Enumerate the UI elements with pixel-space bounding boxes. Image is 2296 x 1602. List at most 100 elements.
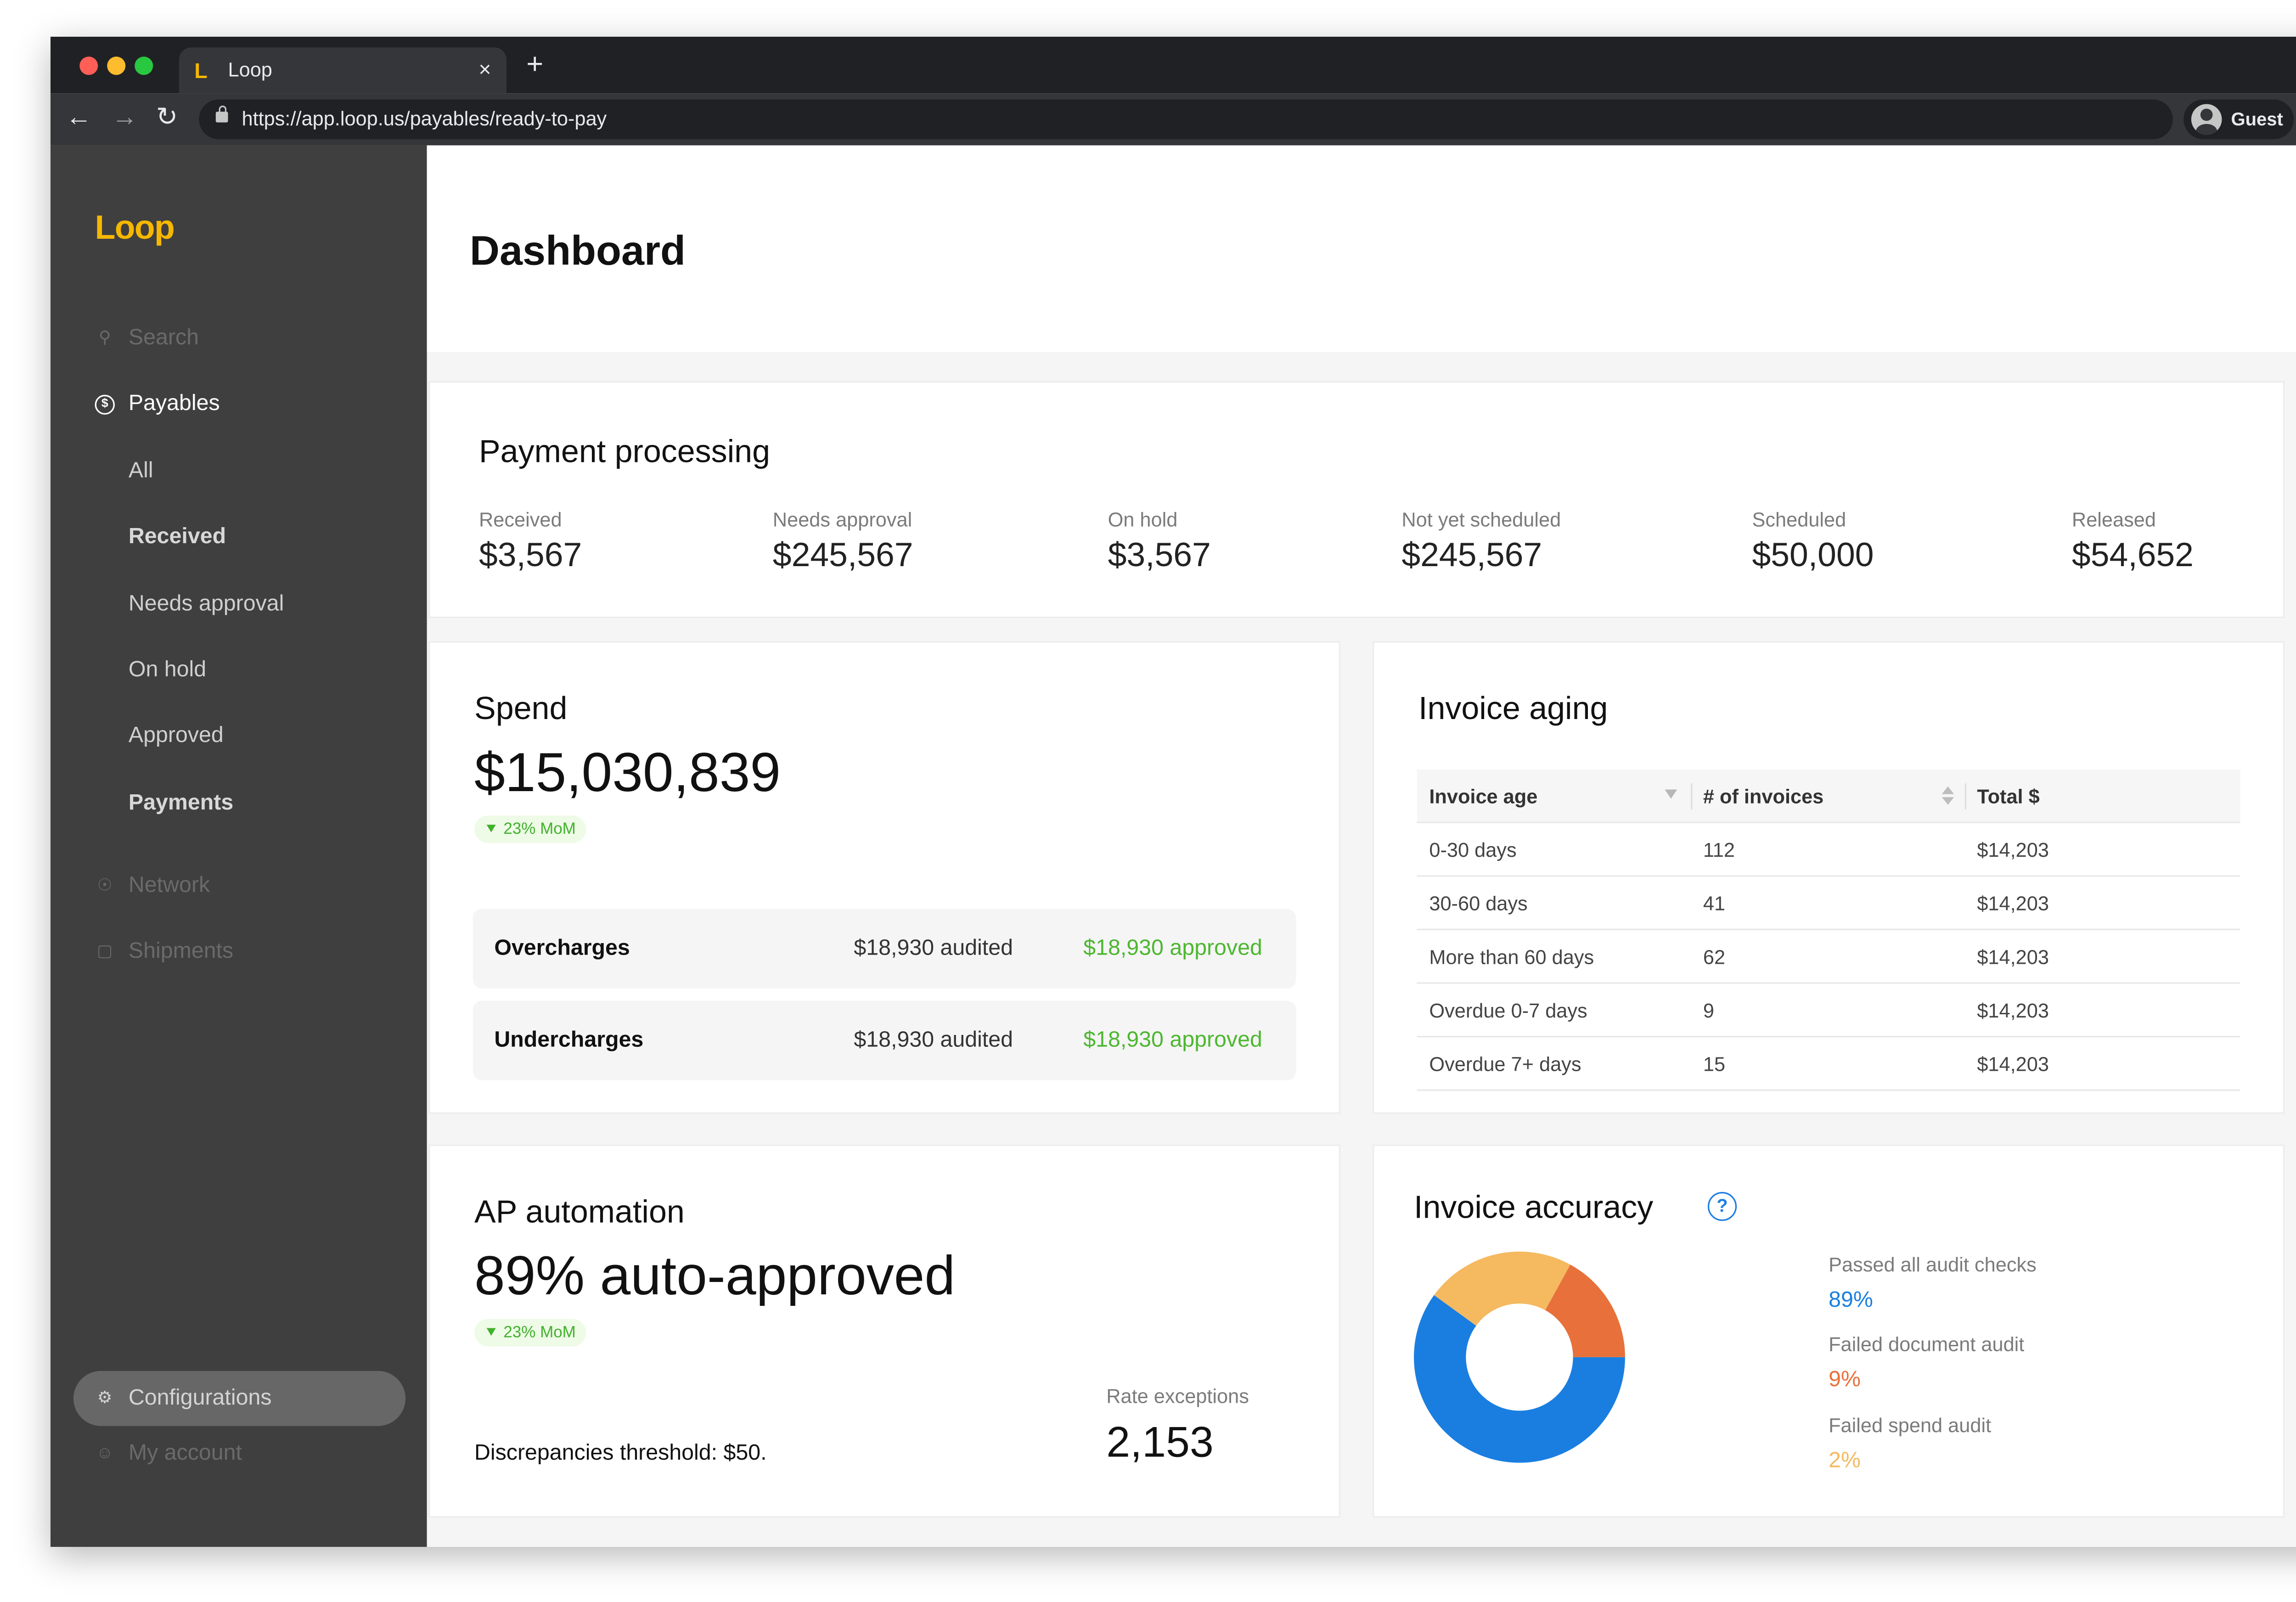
- window-close-button[interactable]: [79, 56, 98, 75]
- badge-label: 23% MoM: [503, 820, 576, 839]
- column-header-invoice-count[interactable]: # of invoices: [1703, 785, 1824, 808]
- card-title: Spend: [474, 691, 568, 727]
- sidebar-item-network[interactable]: ☉ Network: [95, 872, 210, 899]
- stat-value: $245,567: [772, 535, 913, 574]
- rate-exceptions-label: Rate exceptions: [1106, 1384, 1249, 1408]
- cell-invoice-age: More than 60 days: [1429, 945, 1594, 969]
- window-minimize-button[interactable]: [107, 56, 126, 75]
- card-title: Invoice accuracy: [1414, 1190, 1654, 1226]
- tab-title: Loop: [228, 58, 272, 81]
- stat-label: Released: [2071, 508, 2156, 531]
- stat-value: $54,652: [2071, 535, 2194, 574]
- rate-exceptions-value: 2,153: [1106, 1418, 1214, 1466]
- card-title: Invoice aging: [1418, 691, 1608, 727]
- column-header-total[interactable]: Total $: [1977, 785, 2040, 808]
- globe-icon: ☉: [97, 876, 113, 894]
- stat-label: On hold: [1108, 508, 1178, 531]
- legend-label: Failed spend audit: [1829, 1414, 1992, 1437]
- sidebar: Loop ⚲ Search $ Payables All Received Ne…: [50, 145, 427, 1547]
- sidebar-item-search[interactable]: ⚲ Search: [95, 324, 199, 352]
- avatar-icon: [2191, 104, 2222, 135]
- sidebar-item-on-hold[interactable]: On hold: [129, 657, 206, 684]
- user-icon: ☺: [96, 1444, 113, 1462]
- new-tab-button[interactable]: +: [526, 49, 544, 81]
- help-icon[interactable]: ?: [1707, 1192, 1737, 1221]
- cell-invoice-count: 15: [1703, 1052, 1726, 1076]
- cell-invoice-age: Overdue 0-7 days: [1429, 999, 1587, 1022]
- charge-name: Overcharges: [494, 936, 630, 961]
- table-header: Invoice age # of invoices Total $: [1417, 770, 2240, 823]
- search-icon: ⚲: [98, 328, 111, 347]
- spend-card: Spend $15,030,839 23% MoM Overcharges $1…: [428, 641, 1341, 1114]
- cell-invoice-age: 0-30 days: [1429, 838, 1517, 862]
- cell-invoice-count: 9: [1703, 999, 1714, 1022]
- sidebar-item-label: Received: [128, 524, 226, 550]
- overcharges-row[interactable]: Overcharges $18,930 audited $18,930 appr…: [473, 909, 1296, 989]
- charge-approved: $18,930 approved: [1083, 936, 1262, 961]
- loop-logo[interactable]: Loop: [95, 208, 175, 247]
- sidebar-item-label: Network: [128, 873, 210, 899]
- donut-slice-failed-document-audit: [1545, 1265, 1625, 1357]
- lock-icon[interactable]: [215, 105, 228, 123]
- sidebar-item-label: Shipments: [128, 939, 234, 964]
- sidebar-item-shipments[interactable]: ▢ Shipments: [95, 938, 234, 966]
- sidebar-item-label: Search: [128, 326, 199, 351]
- donut-slice-passed-all-audit-checks: [1414, 1295, 1625, 1463]
- table-row: 30-60 days 41 $14,203: [1417, 877, 2240, 931]
- charge-approved: $18,930 approved: [1083, 1028, 1262, 1053]
- payment-processing-card: Payment processing Received $3,567 Needs…: [428, 381, 2285, 618]
- stat-scheduled: Scheduled $50,000: [1752, 508, 1874, 577]
- stat-value: $3,567: [1108, 535, 1211, 574]
- column-header-invoice-age[interactable]: Invoice age: [1429, 785, 1538, 808]
- window-zoom-button[interactable]: [135, 56, 153, 75]
- undercharges-row[interactable]: Undercharges $18,930 audited $18,930 app…: [473, 1001, 1296, 1080]
- sidebar-item-label: Approved: [128, 724, 224, 748]
- back-button[interactable]: ←: [66, 102, 92, 132]
- sidebar-item-label: Payables: [128, 392, 220, 416]
- forward-button[interactable]: →: [112, 102, 138, 132]
- charge-audited: $18,930 audited: [854, 936, 1013, 961]
- cell-total: $14,203: [1977, 1052, 2049, 1076]
- configurations-row: ⚙ Configurations: [95, 1385, 272, 1412]
- legend-label: Passed all audit checks: [1829, 1253, 2037, 1276]
- filter-icon[interactable]: [1665, 789, 1677, 799]
- cell-invoice-age: 30-60 days: [1429, 892, 1528, 915]
- legend-value: 2%: [1829, 1449, 1861, 1474]
- sidebar-item-approved[interactable]: Approved: [129, 722, 224, 750]
- profile-button[interactable]: Guest: [2183, 99, 2294, 140]
- charge-audited: $18,930 audited: [854, 1028, 1013, 1053]
- sidebar-item-all[interactable]: All: [129, 457, 153, 485]
- cell-invoice-count: 62: [1703, 945, 1726, 969]
- sort-icon[interactable]: [1941, 786, 1954, 805]
- address-bar[interactable]: https://app.loop.us/payables/ready-to-pa…: [199, 99, 2173, 140]
- sidebar-item-label: On hold: [128, 658, 207, 683]
- dollar-icon: $: [95, 394, 115, 414]
- tab-close-icon[interactable]: ×: [478, 56, 491, 81]
- main-content: Dashboard Payment processing Received $3…: [427, 145, 2296, 1547]
- browser-tab-bar: L Loop × +: [50, 36, 2296, 94]
- cell-invoice-count: 41: [1703, 892, 1726, 915]
- sidebar-item-configurations[interactable]: ⚙ Configurations: [73, 1371, 406, 1426]
- profile-name: Guest: [2231, 108, 2283, 130]
- sidebar-item-received[interactable]: Received: [129, 523, 226, 551]
- ap-change-badge: 23% MoM: [474, 1319, 587, 1347]
- browser-tab[interactable]: L Loop ×: [179, 47, 506, 94]
- stat-value: $245,567: [1401, 535, 1542, 574]
- reload-button[interactable]: ↻: [156, 102, 178, 132]
- card-title: AP automation: [474, 1195, 685, 1231]
- discrepancies-threshold: Discrepancies threshold: $50.: [474, 1441, 767, 1466]
- sidebar-item-label: Payments: [128, 791, 234, 816]
- sidebar-item-needs-approval[interactable]: Needs approval: [129, 590, 284, 618]
- column-divider: [1691, 783, 1693, 809]
- sidebar-item-my-account[interactable]: ☺ My account: [95, 1440, 242, 1467]
- stat-label: Needs approval: [772, 508, 912, 531]
- cell-total: $14,203: [1977, 999, 2049, 1022]
- sidebar-item-payables[interactable]: $ Payables: [95, 390, 220, 418]
- invoice-accuracy-card: Invoice accuracy ? Passed all audit chec…: [1373, 1144, 2285, 1518]
- url-text[interactable]: https://app.loop.us/payables/ready-to-pa…: [242, 107, 607, 130]
- sidebar-item-payments[interactable]: Payments: [129, 789, 233, 817]
- cell-total: $14,203: [1977, 945, 2049, 969]
- cell-invoice-age: Overdue 7+ days: [1429, 1052, 1581, 1076]
- badge-label: 23% MoM: [503, 1323, 576, 1342]
- ap-automation-card: AP automation 89% auto-approved 23% MoM …: [428, 1144, 1341, 1518]
